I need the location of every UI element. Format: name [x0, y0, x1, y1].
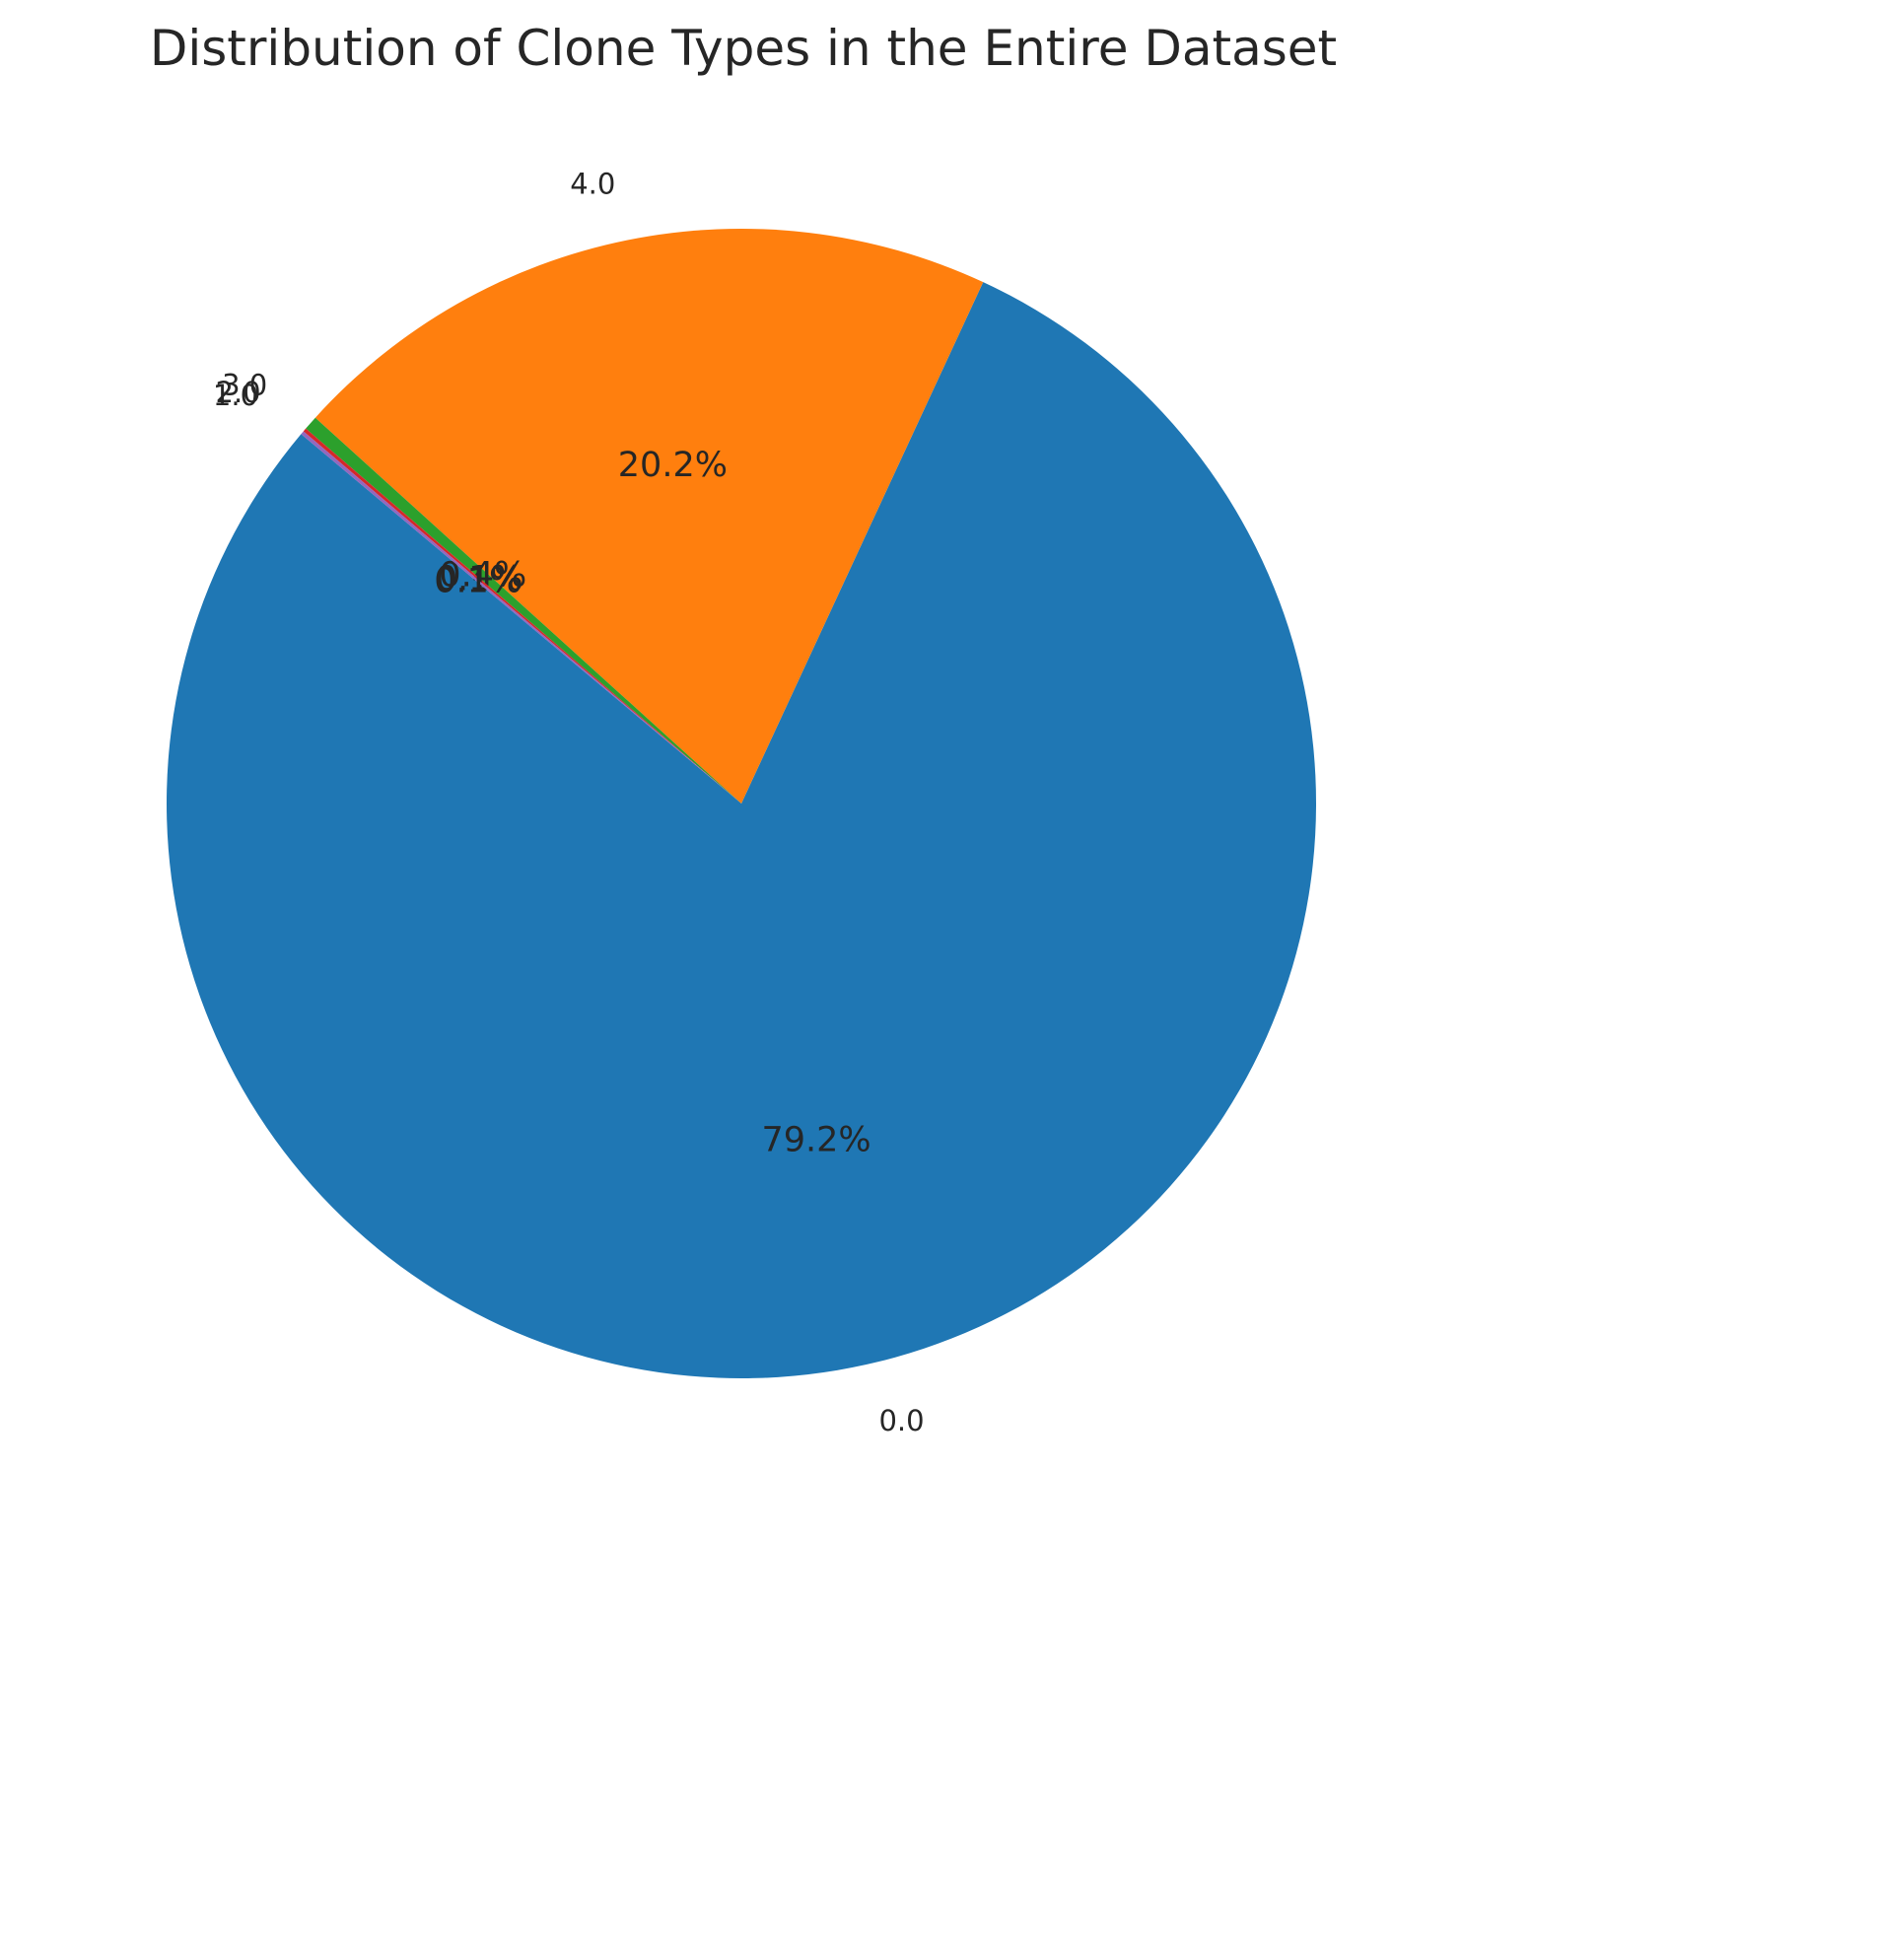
chart: Distribution of Clone Types in the Entir…: [149, 20, 1338, 1437]
pie-chart: 0.079.2%4.020.2%3.00.4%2.00.1%1.00.1%: [167, 168, 1317, 1437]
pie-slice-4-0: [314, 229, 984, 804]
slice-label-4-0: 4.0: [570, 168, 615, 201]
pie-slice-2-0: [303, 428, 741, 804]
pct-label-1-0: 0.1%: [434, 561, 522, 600]
pie-slice-0-0: [167, 282, 1317, 1379]
pct-label-2-0: 0.1%: [436, 560, 523, 599]
slice-label-2-0: 2.0: [216, 376, 261, 409]
pct-label-3-0: 0.4%: [439, 555, 526, 595]
chart-title: Distribution of Clone Types in the Entir…: [149, 20, 1338, 77]
slice-label-3-0: 3.0: [222, 369, 267, 402]
pct-label-0-0: 79.2%: [761, 1120, 871, 1159]
pie-slice-3-0: [306, 417, 741, 804]
slice-label-0-0: 0.0: [878, 1404, 924, 1437]
pie-slice-1-0: [301, 431, 741, 804]
slice-label-1-0: 1.0: [213, 379, 258, 412]
pct-label-4-0: 20.2%: [618, 446, 728, 485]
